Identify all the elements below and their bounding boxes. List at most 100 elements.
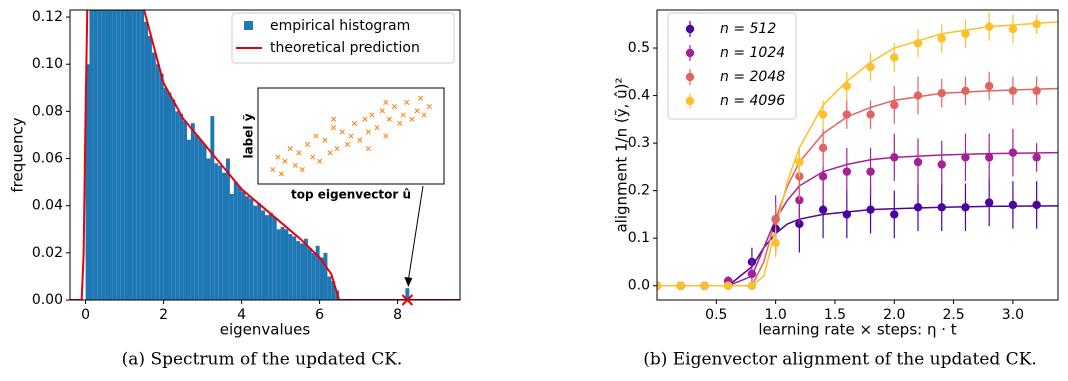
histogram-bar bbox=[210, 116, 215, 300]
histogram-bar bbox=[179, 113, 184, 300]
legend-box bbox=[667, 12, 797, 120]
inset-point bbox=[357, 137, 363, 143]
inset-point bbox=[421, 112, 427, 118]
histogram-bar bbox=[206, 158, 211, 300]
histogram-bar bbox=[233, 182, 238, 300]
histogram-bar bbox=[284, 229, 289, 300]
data-point bbox=[1008, 86, 1018, 96]
inset-point bbox=[365, 129, 371, 135]
histogram-bar bbox=[218, 165, 223, 300]
y-tick-label: 0.02 bbox=[32, 245, 63, 261]
caption: (a) Spectrum of the updated CK. bbox=[122, 350, 403, 370]
data-point bbox=[1032, 20, 1041, 29]
histogram-bar bbox=[175, 111, 180, 300]
histogram-bar bbox=[120, 10, 125, 300]
inset-point bbox=[327, 150, 333, 156]
histogram-bar bbox=[311, 252, 316, 300]
x-tick-label: 2.5 bbox=[942, 307, 964, 323]
y-tick-label: 0.1 bbox=[628, 230, 650, 246]
data-point bbox=[961, 203, 970, 212]
inset-point bbox=[278, 171, 284, 177]
inset-point bbox=[426, 104, 432, 110]
data-point bbox=[747, 281, 757, 290]
data-point bbox=[866, 110, 875, 119]
legend-marker bbox=[685, 48, 695, 58]
data-point bbox=[723, 281, 733, 290]
histogram-bar bbox=[112, 10, 117, 300]
histogram-bar bbox=[249, 198, 254, 300]
data-point bbox=[771, 238, 780, 248]
data-point bbox=[984, 22, 994, 31]
histogram-bar bbox=[272, 217, 277, 300]
inset-point bbox=[386, 116, 392, 122]
inset-y-label: label ỹ bbox=[242, 113, 256, 158]
data-point bbox=[1008, 24, 1018, 34]
data-point bbox=[1032, 86, 1041, 96]
inset-point bbox=[344, 141, 351, 147]
inset-point bbox=[292, 162, 298, 168]
histogram-bar bbox=[214, 163, 219, 300]
x-tick-label: 6 bbox=[315, 307, 324, 323]
x-tick-label: 4 bbox=[237, 307, 246, 323]
histogram-bar bbox=[327, 276, 332, 300]
y-tick-label: 0.3 bbox=[628, 135, 650, 151]
y-tick-label: 0.2 bbox=[628, 183, 650, 199]
histogram-bar bbox=[304, 238, 308, 300]
data-point bbox=[1032, 200, 1041, 210]
histogram-bar bbox=[140, 10, 145, 300]
histogram-bar bbox=[171, 99, 176, 300]
inset-point bbox=[322, 137, 328, 143]
inset-point bbox=[418, 95, 424, 101]
histogram-bar bbox=[253, 205, 258, 300]
data-point bbox=[676, 281, 685, 290]
data-point bbox=[866, 167, 875, 176]
inset-point bbox=[331, 125, 337, 131]
histogram-bar bbox=[292, 236, 297, 300]
legend-label: n = 4096 bbox=[720, 93, 785, 109]
inset-point bbox=[383, 99, 389, 105]
data-point bbox=[890, 53, 899, 62]
data-point bbox=[1032, 153, 1041, 162]
histogram-bar bbox=[276, 229, 281, 300]
histogram-bar bbox=[331, 281, 336, 300]
histogram-bar bbox=[151, 52, 156, 300]
inset-point bbox=[409, 116, 415, 122]
data-point bbox=[842, 167, 852, 176]
histogram-bar bbox=[261, 210, 265, 300]
legend-swatch bbox=[244, 21, 253, 30]
legend-marker bbox=[685, 96, 695, 106]
data-point bbox=[937, 160, 946, 169]
inset-point bbox=[304, 141, 311, 147]
histogram-bar bbox=[315, 245, 320, 300]
fit-line bbox=[657, 87, 1058, 287]
legend-label: n = 1024 bbox=[720, 45, 785, 61]
data-point bbox=[984, 198, 994, 207]
x-axis-label: learning rate × steps: η · t bbox=[758, 321, 956, 339]
inset-point bbox=[317, 158, 323, 164]
inset-point bbox=[313, 133, 319, 139]
histogram-bar bbox=[190, 123, 195, 300]
data-point bbox=[818, 110, 828, 119]
legend-label: theoretical prediction bbox=[270, 40, 420, 56]
arrow-head bbox=[404, 277, 413, 287]
histogram-bar bbox=[202, 144, 207, 300]
data-point bbox=[818, 172, 828, 181]
legend-label: n = 2048 bbox=[720, 69, 785, 85]
histogram-bar bbox=[241, 191, 246, 300]
histogram-bar bbox=[319, 257, 324, 300]
data-point bbox=[890, 153, 899, 162]
data-point bbox=[818, 205, 828, 214]
plot-area bbox=[70, 10, 460, 300]
histogram-bar bbox=[187, 139, 191, 300]
histogram-bar bbox=[222, 172, 226, 300]
data-point bbox=[771, 214, 780, 224]
theory-line bbox=[70, 10, 460, 300]
data-point bbox=[700, 281, 709, 290]
inset-point bbox=[362, 116, 368, 122]
histogram-bar bbox=[105, 10, 109, 300]
data-point bbox=[890, 100, 899, 110]
data-point bbox=[937, 34, 946, 43]
data-point bbox=[913, 203, 923, 212]
legend-box bbox=[231, 12, 455, 64]
